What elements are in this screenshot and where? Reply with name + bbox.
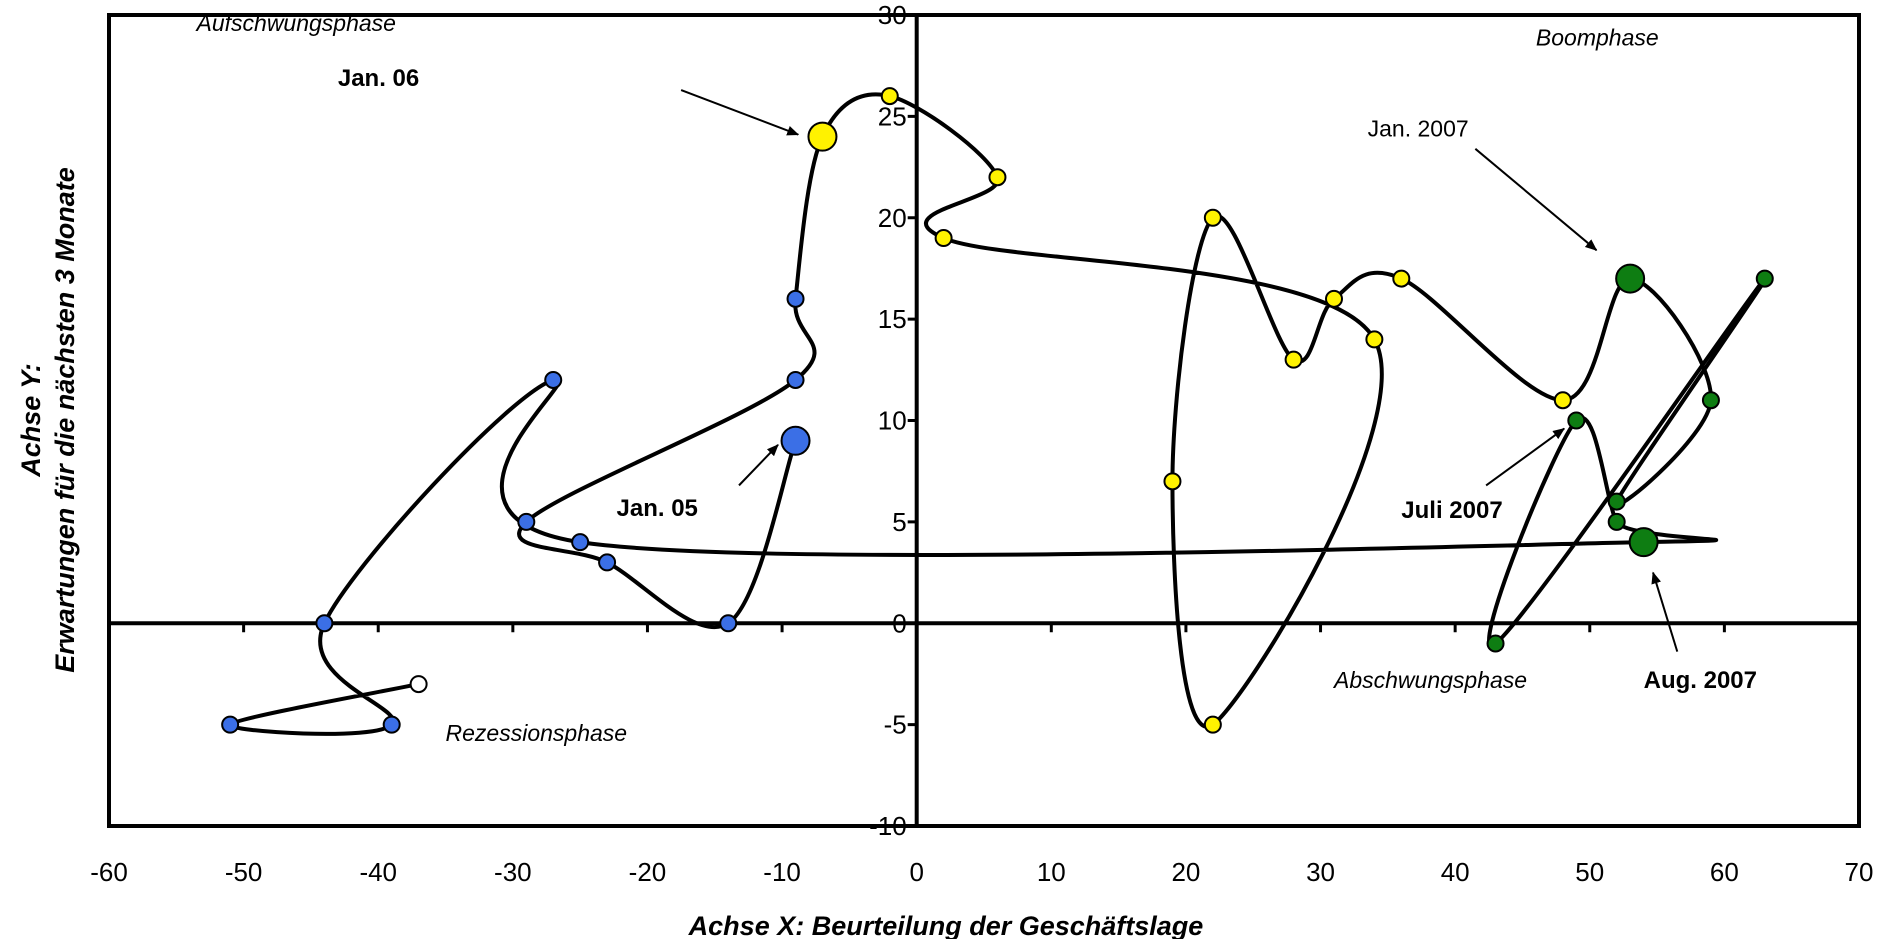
data-point <box>1755 269 1774 288</box>
x-tick-label: -30 <box>494 857 532 887</box>
data-point <box>719 614 738 633</box>
data-point <box>786 289 805 308</box>
data-point <box>571 533 590 552</box>
y-tick-label: 10 <box>878 406 907 436</box>
data-point <box>786 370 805 389</box>
phase-label: Rezessionsphase <box>446 720 628 746</box>
x-tick-label: 50 <box>1575 857 1604 887</box>
x-tick-label: 70 <box>1845 857 1874 887</box>
axes: -60 -50 -40 -30 -20 -10 0 10 20 30 40 50 60 70-10-505… <box>90 0 1873 887</box>
data-point <box>1365 330 1384 349</box>
y-axis-title-line2: Erwartungen für die nächsten 3 Monate <box>50 167 80 673</box>
annotation-label: Juli 2007 <box>1401 497 1502 524</box>
y-tick-label: 5 <box>892 507 906 537</box>
x-tick-label: -10 <box>763 857 801 887</box>
phase-label: Abschwungsphase <box>1332 667 1527 693</box>
data-point <box>1607 512 1626 531</box>
data-point <box>221 715 240 734</box>
data-point <box>598 553 617 572</box>
annotation-arrow <box>1474 148 1598 251</box>
data-point <box>1607 492 1626 511</box>
phase-label: Aufschwungsphase <box>195 10 396 36</box>
y-tick-label: 15 <box>878 304 907 334</box>
x-tick-label: 60 <box>1710 857 1739 887</box>
y-tick-label: 25 <box>878 101 907 131</box>
annotation-arrow <box>738 444 779 487</box>
data-point <box>988 168 1007 187</box>
x-tick-label: -40 <box>359 857 397 887</box>
data-points <box>221 87 1774 734</box>
annotation-label: Jan. 05 <box>617 495 698 522</box>
x-tick-label: 30 <box>1306 857 1335 887</box>
y-tick-label: 20 <box>878 203 907 233</box>
y-tick-label: -5 <box>884 710 907 740</box>
x-tick-label: 40 <box>1441 857 1470 887</box>
data-point <box>1284 350 1303 369</box>
x-tick-label: -60 <box>90 857 128 887</box>
x-tick-label: 10 <box>1037 857 1066 887</box>
data-point <box>1615 263 1646 294</box>
annotation-arrow <box>680 89 800 136</box>
data-point <box>1567 411 1586 430</box>
annotation-arrow <box>1651 571 1679 652</box>
y-tick-label: 30 <box>878 0 907 30</box>
annotation-label: Jan. 2007 <box>1368 116 1469 142</box>
data-point <box>517 512 536 531</box>
x-tick-label: -20 <box>629 857 667 887</box>
phase-label: Boomphase <box>1536 24 1659 50</box>
data-point <box>1163 472 1182 491</box>
data-point <box>780 425 811 456</box>
data-point <box>1553 391 1572 410</box>
data-point <box>1486 634 1505 653</box>
data-point <box>1325 289 1343 308</box>
annotations: Jan. 06 Jan. 05 Jan. 2007 Juli 2007 Aug. 200… <box>338 65 1757 694</box>
data-point <box>1628 527 1659 558</box>
x-tick-label: 20 <box>1171 857 1200 887</box>
annotation-label: Aug. 2007 <box>1644 667 1757 694</box>
y-tick-label: 0 <box>892 608 906 638</box>
annotation-label: Jan. 06 <box>338 65 419 92</box>
phase-labels: Aufschwungsphase Boomphase Abschwungsphase… <box>195 10 1659 746</box>
data-point <box>544 370 563 389</box>
data-point <box>382 715 401 734</box>
data-point <box>807 121 838 152</box>
data-point <box>409 675 428 694</box>
plot-area <box>107 13 1861 828</box>
x-tick-label: -50 <box>225 857 263 887</box>
data-point <box>1203 715 1222 734</box>
data-point <box>1203 208 1222 227</box>
data-point <box>934 229 953 248</box>
data-point <box>315 614 334 633</box>
y-tick-label: -10 <box>869 811 907 841</box>
x-tick-label: 0 <box>909 857 923 887</box>
x-axis-title: Achse X: Beurteilung der Geschäftslage <box>688 911 1204 939</box>
y-axis-title: Achse Y: Erwartungen für die nächsten 3 … <box>16 167 80 673</box>
data-point <box>1701 391 1720 410</box>
y-axis-title-line1: Achse Y: <box>16 363 46 478</box>
annotation-arrow <box>1485 427 1566 487</box>
data-point <box>880 87 899 106</box>
data-point <box>1392 269 1411 288</box>
